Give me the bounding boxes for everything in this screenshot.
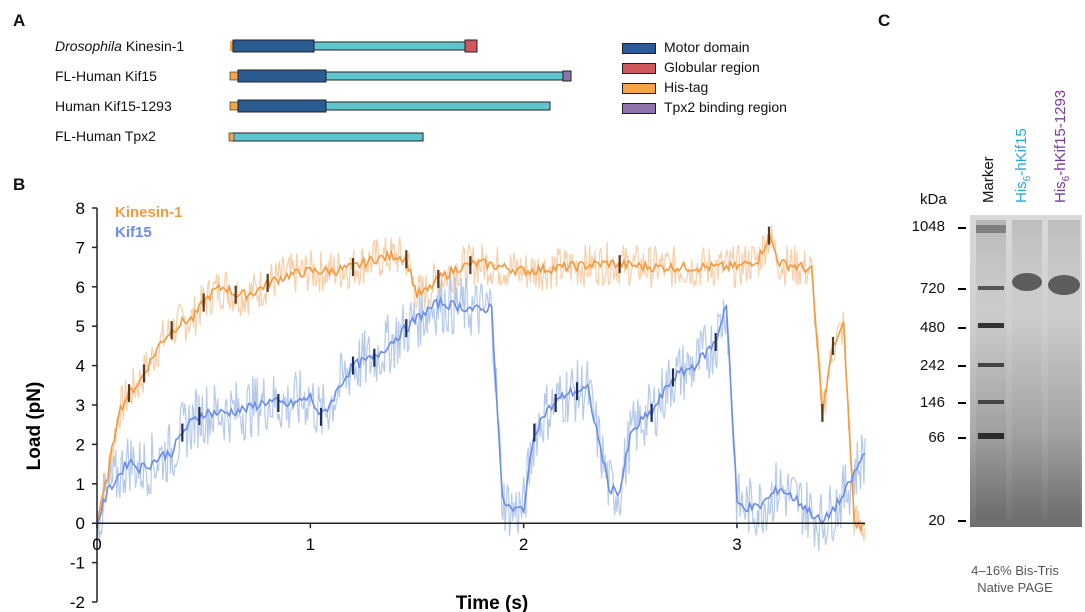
- marker-lane: [976, 220, 1006, 520]
- lane-label-text: His: [1052, 181, 1069, 203]
- lane-label-his6-hkif15: His6-hKif15: [1013, 128, 1033, 203]
- y-tick-label: 4: [76, 357, 85, 376]
- x-tick-label: 0: [92, 535, 101, 554]
- motor-domain-block: [232, 39, 315, 53]
- y-tick-label: 6: [76, 278, 85, 297]
- lane-label-tail: -hKif15: [1013, 128, 1030, 176]
- y-tick-label: 5: [76, 317, 85, 336]
- gel-caption: 4–16% Bis-Tris Native PAGE: [950, 562, 1080, 596]
- legend-swatch: [622, 103, 656, 114]
- construct-bar-fl-tpx2: [228, 132, 424, 142]
- legend-label: Globular region: [664, 59, 760, 75]
- panel-a-letter: A: [13, 11, 26, 30]
- panel-b-letter: B: [13, 175, 26, 194]
- globular-region-block: [464, 39, 478, 53]
- lane-label-text: Marker: [980, 156, 997, 203]
- stalk-block: [231, 132, 424, 142]
- axes: -2 -1 0 1 2 3 4 5 6 7 8 0 1 2 3: [70, 199, 865, 612]
- motor-domain-block: [237, 69, 327, 83]
- construct-label-text: Kinesin-1: [121, 38, 185, 54]
- construct-label-kif15-1293: Human Kif15-1293: [55, 98, 172, 114]
- y-tick-label: -1: [70, 554, 85, 573]
- legend-swatch: [622, 63, 656, 74]
- marker-band: [978, 323, 1004, 328]
- legend-label: Tpx2 binding region: [664, 99, 787, 115]
- y-tick-label: 7: [76, 238, 85, 257]
- lane-label-marker: Marker: [980, 156, 997, 203]
- marker-band: [978, 433, 1004, 439]
- stalk-block: [312, 41, 467, 51]
- marker-label-480: 480: [919, 319, 945, 336]
- stalk-block: [324, 101, 551, 111]
- x-axis-label: Time (s): [456, 593, 529, 612]
- motor-domain-block: [237, 99, 327, 113]
- marker-band: [978, 286, 1004, 290]
- lane-label-his6-hkif15-1293: His6-hKif15-1293: [1052, 90, 1072, 203]
- force-trace-chart: -2 -1 0 1 2 3 4 5 6 7 8 0 1 2 3 Kinesin-1 Kif15 Load (…: [24, 199, 866, 612]
- x-tick-label: 2: [519, 535, 528, 554]
- series-line: [96, 229, 866, 534]
- series-raw-trace: [96, 274, 866, 553]
- panel-c-letter: C: [878, 11, 891, 30]
- series-legend-kif15: Kif15: [115, 224, 152, 241]
- marker-label-20: 20: [928, 512, 945, 529]
- gel-caption-line2: Native PAGE: [977, 580, 1053, 595]
- series-layer: [96, 229, 866, 534]
- marker-band: [978, 400, 1004, 404]
- construct-label-fl-tpx2: FL-Human Tpx2: [55, 128, 156, 144]
- lane-label-tail: -hKif15-1293: [1052, 89, 1069, 176]
- lane-label-sub: 6: [1061, 175, 1072, 182]
- construct-label-kinesin1: Drosophila Kinesin-1: [55, 38, 184, 54]
- kif15-1293-band: [1048, 275, 1080, 295]
- kif15-lane: [1012, 220, 1042, 520]
- x-tick-label: 3: [732, 535, 741, 554]
- legend-swatch: [622, 43, 656, 54]
- step-marks: [127, 226, 835, 442]
- construct-label-fl-kif15: FL-Human Kif15: [55, 68, 157, 84]
- y-axis-label: Load (pN): [24, 382, 45, 471]
- x-tick-label: 1: [306, 535, 315, 554]
- marker-band: [978, 363, 1004, 367]
- marker-label-146: 146: [919, 394, 945, 411]
- gel-tick-marks: [958, 227, 966, 522]
- series-legend-kinesin1: Kinesin-1: [115, 204, 183, 221]
- legend-label: Motor domain: [664, 39, 750, 55]
- marker-label-66: 66: [928, 429, 945, 446]
- his-tag-block: [228, 132, 235, 142]
- construct-bar-fl-kif15: [229, 69, 572, 83]
- y-tick-label: 1: [76, 475, 85, 494]
- gel-caption-line1: 4–16% Bis-Tris: [971, 563, 1059, 578]
- legend-label: His-tag: [664, 79, 709, 95]
- gel-image: [958, 215, 1082, 527]
- y-tick-label: -2: [70, 593, 85, 612]
- construct-bar-kif15-1293: [229, 99, 551, 113]
- gel-unit-label: kDa: [920, 191, 947, 208]
- series-line: [96, 295, 866, 526]
- his-tag-block: [230, 41, 234, 51]
- marker-scale: 1048 720 480 242 146 66 20: [907, 218, 967, 529]
- y-tick-label: 8: [76, 199, 85, 218]
- tpx2-binding-block: [562, 70, 572, 82]
- lane-label-text: His: [1013, 181, 1030, 203]
- marker-label-720: 720: [919, 280, 945, 297]
- y-tick-label: 2: [76, 435, 85, 454]
- series-raw-trace: [96, 225, 866, 541]
- marker-label-1048: 1048: [911, 218, 945, 235]
- marker-label-242: 242: [919, 357, 945, 374]
- construct-label-italic: Drosophila: [55, 38, 122, 54]
- kif15-1293-lane: [1048, 220, 1080, 520]
- y-tick-label: 3: [76, 396, 85, 415]
- y-tick-label: 0: [76, 514, 85, 533]
- marker-band: [976, 225, 1006, 233]
- legend-swatch: [622, 83, 656, 94]
- stalk-block: [324, 71, 566, 81]
- lane-label-sub: 6: [1022, 175, 1033, 182]
- domain-diagram: [228, 39, 572, 142]
- kif15-band: [1012, 273, 1042, 291]
- noise-layer: [96, 225, 866, 553]
- construct-bar-kinesin1: [230, 39, 478, 53]
